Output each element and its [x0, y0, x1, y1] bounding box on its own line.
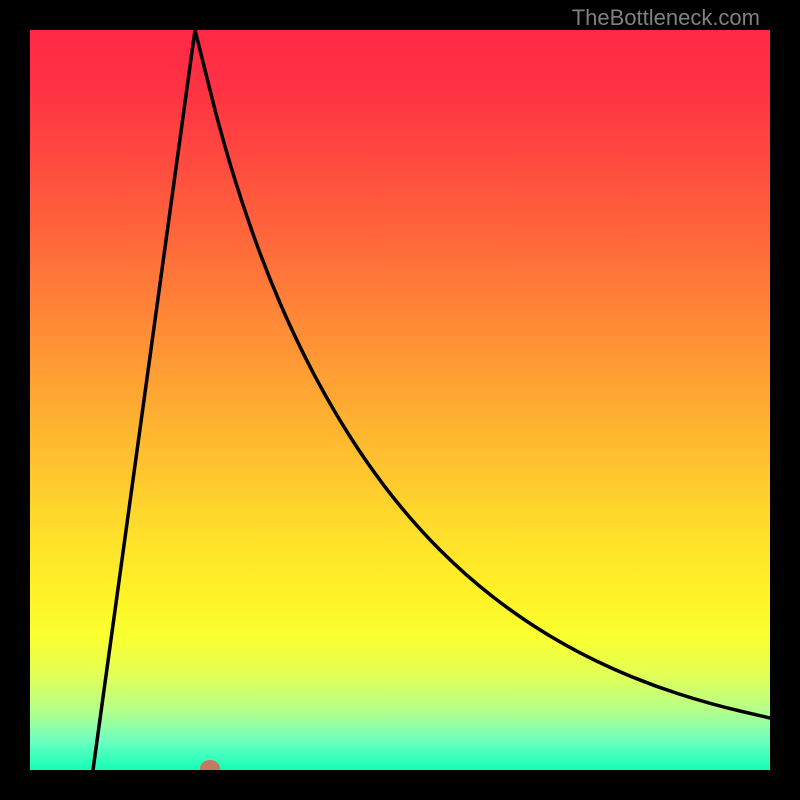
- gradient-background: [30, 30, 770, 770]
- watermark-text: TheBottleneck.com: [572, 5, 760, 31]
- minimum-marker: [200, 760, 220, 770]
- bottleneck-curve: [93, 30, 770, 770]
- plot-area: [30, 30, 770, 770]
- chart-svg: [30, 30, 770, 770]
